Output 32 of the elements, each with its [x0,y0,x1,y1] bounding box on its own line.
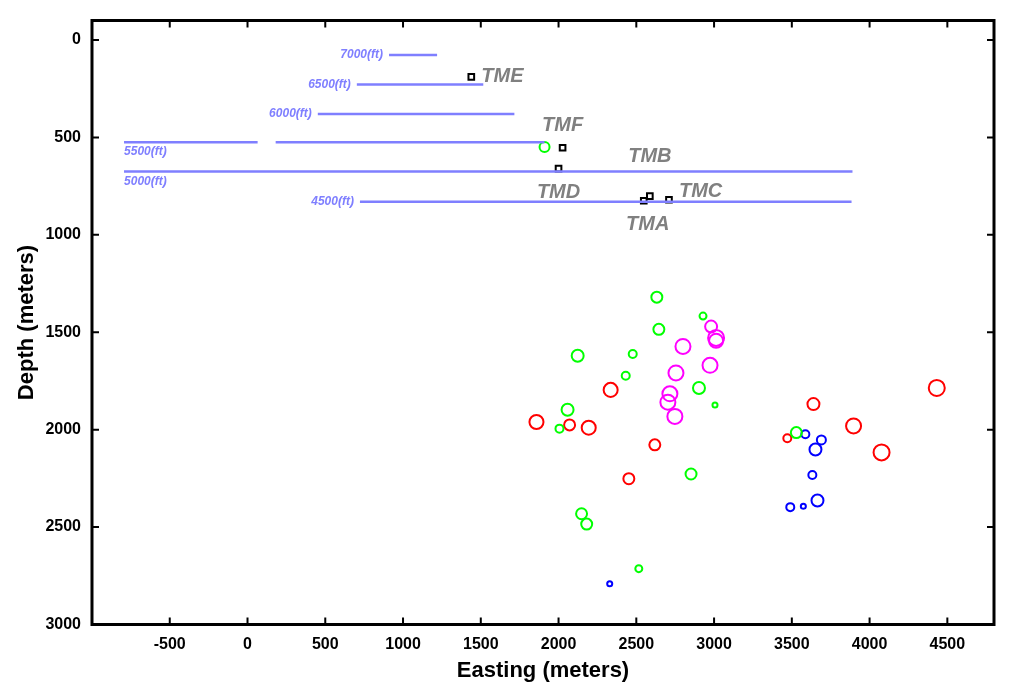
x-tick-label: 4000 [851,635,888,653]
x-tick-label: 3000 [696,635,732,653]
x-tick-label: -500 [153,635,186,653]
x-tick-label: 2000 [540,635,577,653]
x-tick-label: 500 [311,635,339,653]
x-tick-label: 3500 [774,635,810,653]
annotation: TMF [542,113,584,136]
y-tick-label: 3000 [45,614,82,632]
y-axis-title: Depth (meters) [13,244,39,401]
x-axis-title: Easting (meters) [456,656,630,682]
annotation: TMC [678,179,723,202]
series-label: 5000(ft) [124,173,167,188]
x-tick-label: 0 [243,635,253,653]
x-tick-label: 1000 [385,635,421,653]
annotation: TMA [626,212,670,235]
y-tick-label: 0 [72,30,82,48]
y-tick-label: 500 [54,127,82,145]
x-tick-label: 4500 [929,635,966,653]
series-label: 6000(ft) [269,106,312,121]
x-tick-label: 1500 [462,635,499,653]
series-label: 7000(ft) [340,47,384,62]
annotation: TME [481,64,525,87]
series-label: 4500(ft) [310,194,354,209]
annotation: TMB [628,143,672,166]
x-tick-label: 2500 [618,635,655,653]
series-label: 5500(ft) [124,144,167,159]
annotation: TMD [536,180,581,203]
y-tick-label: 2500 [45,517,82,535]
y-tick-label: 1500 [45,322,82,340]
series-label: 6500(ft) [308,76,351,91]
y-tick-label: 1000 [45,225,82,243]
y-tick-label: 2000 [45,420,82,438]
